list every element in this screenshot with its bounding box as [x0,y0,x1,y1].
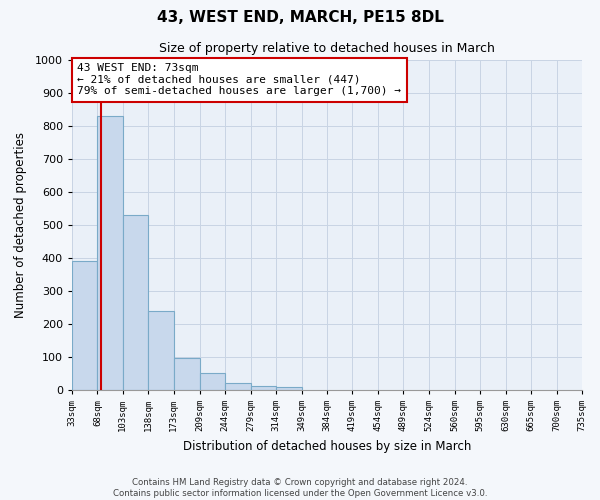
Text: 43 WEST END: 73sqm
← 21% of detached houses are smaller (447)
79% of semi-detach: 43 WEST END: 73sqm ← 21% of detached hou… [77,64,401,96]
Text: Contains HM Land Registry data © Crown copyright and database right 2024.
Contai: Contains HM Land Registry data © Crown c… [113,478,487,498]
Bar [72,262,97,390]
Bar [174,358,200,390]
Bar [276,388,302,390]
Bar [251,386,276,390]
X-axis label: Distribution of detached houses by size in March: Distribution of detached houses by size … [183,440,471,452]
Bar [123,215,148,390]
Bar [148,311,174,390]
Text: 43, WEST END, MARCH, PE15 8DL: 43, WEST END, MARCH, PE15 8DL [157,10,443,25]
Bar [225,382,251,390]
Y-axis label: Number of detached properties: Number of detached properties [14,132,26,318]
Bar [200,373,225,390]
Title: Size of property relative to detached houses in March: Size of property relative to detached ho… [159,42,495,54]
Bar [97,116,123,390]
